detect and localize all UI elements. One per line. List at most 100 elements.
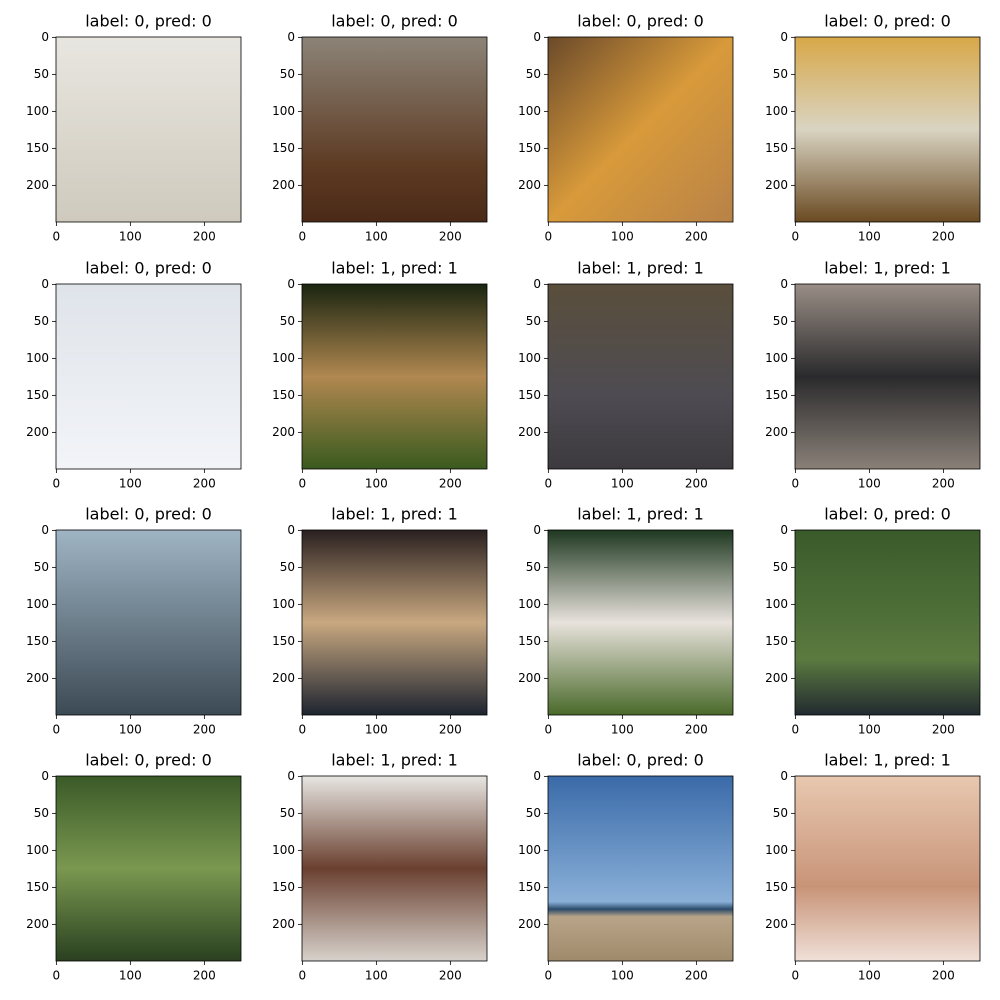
y-tick-label: 50: [773, 560, 788, 574]
x-tick-label: 200: [932, 477, 955, 491]
x-tick-label: 100: [365, 477, 388, 491]
x-tick-label: 200: [932, 723, 955, 737]
y-tick-label: 50: [34, 67, 49, 81]
x-tick-label: 100: [858, 230, 881, 244]
axes-frame: [794, 283, 981, 470]
y-tick-label: 0: [533, 769, 541, 783]
y-tick-label: 100: [272, 351, 295, 365]
y-tick-label: 200: [765, 425, 788, 439]
y-tick-label: 0: [533, 277, 541, 291]
y-tick-label: 150: [272, 880, 295, 894]
y-tick-label: 50: [280, 560, 295, 574]
y-tick-label: 0: [780, 523, 788, 537]
y-tick-label: 0: [41, 523, 49, 537]
y-tick-label: 200: [26, 425, 49, 439]
x-tick-label: 200: [932, 969, 955, 983]
y-tick-label: 150: [26, 141, 49, 155]
y-tick-label: 0: [287, 277, 295, 291]
x-tick-label: 200: [193, 969, 216, 983]
axes-frame: [794, 775, 981, 962]
y-tick-label: 100: [518, 104, 541, 118]
y-tick-label: 150: [518, 880, 541, 894]
subplot-title: label: 0, pred: 0: [824, 12, 951, 31]
x-tick-label: 0: [792, 230, 800, 244]
y-tick-label: 100: [518, 843, 541, 857]
axes-frame: [547, 36, 734, 223]
y-tick-label: 200: [272, 178, 295, 192]
axes-frame: [301, 775, 488, 962]
y-tick-label: 200: [518, 425, 541, 439]
y-tick-label: 200: [518, 178, 541, 192]
x-tick-label: 0: [299, 230, 307, 244]
y-tick-label: 100: [272, 843, 295, 857]
x-tick-label: 0: [792, 723, 800, 737]
x-tick-label: 100: [365, 230, 388, 244]
y-tick-label: 50: [773, 806, 788, 820]
axes-frame: [794, 36, 981, 223]
y-tick-label: 100: [26, 597, 49, 611]
y-tick-label: 150: [765, 634, 788, 648]
y-tick-label: 150: [26, 880, 49, 894]
subplot-title: label: 1, pred: 1: [577, 505, 704, 524]
x-tick-label: 200: [685, 723, 708, 737]
y-tick-label: 0: [41, 277, 49, 291]
x-tick-label: 200: [439, 969, 462, 983]
image: [302, 37, 487, 222]
y-tick-label: 150: [272, 634, 295, 648]
y-tick-label: 150: [26, 634, 49, 648]
y-tick-label: 50: [34, 314, 49, 328]
y-tick-label: 0: [780, 769, 788, 783]
image: [795, 530, 980, 715]
x-tick-label: 0: [792, 477, 800, 491]
image: [548, 530, 733, 715]
subplot-title: label: 1, pred: 1: [331, 259, 458, 278]
y-tick-label: 100: [518, 597, 541, 611]
x-tick-label: 0: [53, 969, 61, 983]
y-tick-label: 200: [518, 671, 541, 685]
x-tick-label: 0: [545, 477, 553, 491]
x-tick-label: 0: [53, 723, 61, 737]
image: [302, 530, 487, 715]
image: [548, 776, 733, 961]
y-tick-label: 50: [280, 67, 295, 81]
y-tick-label: 100: [26, 104, 49, 118]
y-tick-label: 100: [26, 843, 49, 857]
y-tick-label: 0: [41, 769, 49, 783]
subplot-title: label: 0, pred: 0: [85, 12, 212, 31]
image: [302, 284, 487, 469]
y-tick-label: 0: [533, 30, 541, 44]
image: [56, 37, 241, 222]
x-tick-label: 100: [119, 477, 142, 491]
y-tick-label: 50: [773, 67, 788, 81]
x-tick-label: 200: [685, 477, 708, 491]
subplot-title: label: 1, pred: 1: [577, 259, 704, 278]
y-tick-label: 200: [272, 671, 295, 685]
axes-frame: [55, 283, 242, 470]
x-tick-label: 0: [299, 723, 307, 737]
x-tick-label: 100: [858, 477, 881, 491]
axes-frame: [547, 529, 734, 716]
y-tick-label: 100: [765, 104, 788, 118]
x-tick-label: 100: [611, 723, 634, 737]
y-tick-label: 200: [272, 917, 295, 931]
x-tick-label: 200: [193, 230, 216, 244]
subplot-title: label: 0, pred: 0: [85, 259, 212, 278]
y-tick-label: 0: [780, 30, 788, 44]
x-tick-label: 0: [545, 723, 553, 737]
x-tick-label: 200: [193, 723, 216, 737]
y-tick-label: 50: [280, 806, 295, 820]
y-tick-label: 150: [272, 141, 295, 155]
x-tick-label: 200: [685, 230, 708, 244]
image: [56, 284, 241, 469]
axes-frame: [301, 36, 488, 223]
x-tick-label: 100: [611, 230, 634, 244]
x-tick-label: 0: [545, 969, 553, 983]
x-tick-label: 200: [439, 477, 462, 491]
x-tick-label: 100: [858, 969, 881, 983]
x-tick-label: 200: [685, 969, 708, 983]
subplot-title: label: 1, pred: 1: [824, 259, 951, 278]
y-tick-label: 200: [26, 671, 49, 685]
subplot-title: label: 0, pred: 0: [85, 751, 212, 770]
y-tick-label: 50: [526, 314, 541, 328]
